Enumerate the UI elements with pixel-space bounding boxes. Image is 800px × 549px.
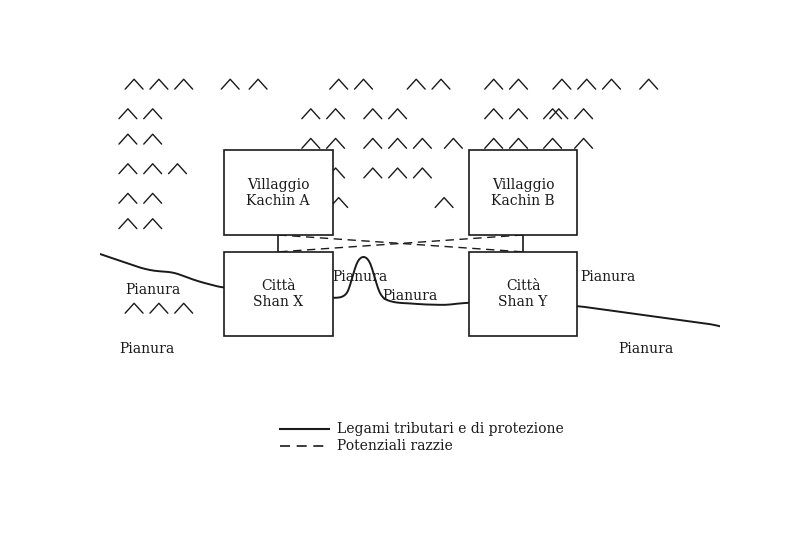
Text: Pianura: Pianura bbox=[382, 289, 438, 303]
FancyBboxPatch shape bbox=[469, 252, 578, 337]
Text: Legami tributari e di protezione: Legami tributari e di protezione bbox=[337, 422, 563, 436]
Text: Pianura: Pianura bbox=[333, 270, 388, 284]
FancyBboxPatch shape bbox=[469, 150, 578, 235]
Text: Pianura: Pianura bbox=[581, 270, 636, 284]
Text: Potenziali razzie: Potenziali razzie bbox=[337, 439, 453, 453]
Text: Città
Shan Y: Città Shan Y bbox=[498, 279, 548, 309]
Text: Pianura: Pianura bbox=[618, 342, 674, 356]
Text: Pianura: Pianura bbox=[119, 342, 174, 356]
FancyBboxPatch shape bbox=[224, 150, 333, 235]
FancyBboxPatch shape bbox=[224, 252, 333, 337]
Text: Villaggio
Kachin A: Villaggio Kachin A bbox=[246, 177, 310, 208]
Text: Città
Shan X: Città Shan X bbox=[253, 279, 303, 309]
Text: Villaggio
Kachin B: Villaggio Kachin B bbox=[491, 177, 555, 208]
Text: Pianura: Pianura bbox=[125, 283, 180, 297]
